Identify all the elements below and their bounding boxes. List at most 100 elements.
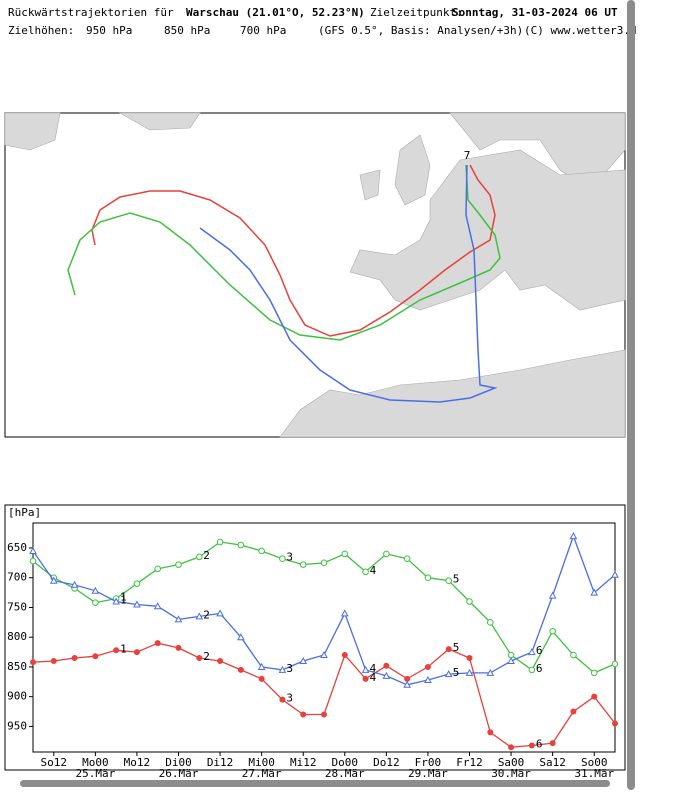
day-label: 3 <box>286 662 293 675</box>
point <box>507 656 515 664</box>
point <box>30 659 36 666</box>
date-label: 31.Mär <box>574 767 614 780</box>
point <box>465 668 474 676</box>
point <box>549 627 556 635</box>
y-tick-label: 950 <box>7 719 27 732</box>
land <box>359 169 381 201</box>
copyright: (C) www.wetter3.d <box>524 24 637 37</box>
point <box>113 647 120 654</box>
x-tick-label: Sa12 <box>539 756 566 769</box>
day-label: 1 <box>120 594 127 607</box>
y-tick-label: 900 <box>7 690 27 703</box>
y-axis-label: [hPa] <box>8 506 41 519</box>
point <box>195 612 204 620</box>
map <box>4 112 626 438</box>
point <box>362 568 369 576</box>
legend-entry: 700 hPa <box>240 24 286 37</box>
scrollbar-vertical[interactable] <box>627 0 635 790</box>
x-tick-label: Fr12 <box>456 756 483 769</box>
point <box>570 651 577 659</box>
point <box>133 649 140 656</box>
point <box>91 586 100 594</box>
date-label: 27.Mär <box>242 767 282 780</box>
point <box>569 532 578 540</box>
point <box>382 671 391 679</box>
point <box>445 646 452 653</box>
day-label: 1 <box>120 591 127 604</box>
point <box>153 602 162 610</box>
point <box>216 538 224 546</box>
point <box>320 651 328 659</box>
date-label: 29.Mär <box>408 767 448 780</box>
day-label: 5 <box>453 666 460 679</box>
point <box>466 655 473 662</box>
title: Rückwärtstrajektorien für <box>8 6 174 19</box>
point <box>611 660 619 668</box>
point <box>70 580 79 588</box>
point <box>279 555 286 562</box>
point <box>612 720 618 727</box>
y-tick-label: 750 <box>7 600 27 613</box>
point <box>403 680 411 688</box>
day-label: 6 <box>536 644 543 657</box>
trajectory-700 <box>199 164 498 403</box>
point <box>487 729 494 736</box>
point <box>341 550 349 558</box>
point <box>570 708 577 715</box>
point <box>175 644 182 651</box>
land <box>4 112 61 151</box>
plot-area <box>32 522 616 753</box>
point <box>279 696 286 703</box>
x-tick-label: So12 <box>41 756 68 769</box>
day-label: 6 <box>536 662 543 675</box>
y-tick-label: 650 <box>7 541 27 554</box>
point <box>50 657 57 664</box>
point <box>445 577 453 584</box>
land <box>394 134 431 206</box>
point <box>300 711 307 718</box>
point <box>528 648 536 656</box>
x-tick-label: Di00 <box>165 756 192 769</box>
point <box>175 561 182 568</box>
point <box>257 662 266 670</box>
day-label: 6 <box>536 737 543 750</box>
x-tick-label: Fr00 <box>415 756 442 769</box>
x-tick-label: Do00 <box>332 756 359 769</box>
point <box>486 619 494 626</box>
point <box>258 547 265 555</box>
point <box>591 693 598 700</box>
trajectories <box>67 164 501 403</box>
day-label: 2 <box>203 608 210 621</box>
date-label: 26.Mär <box>159 767 199 780</box>
levels-label: Zielhöhen: <box>8 24 74 37</box>
x-tick-label: Sa00 <box>498 756 525 769</box>
point <box>92 599 99 607</box>
y-tick-label: 700 <box>7 571 27 584</box>
point <box>361 665 370 673</box>
point <box>590 588 599 596</box>
point <box>320 559 328 567</box>
x-tick-label: Mo00 <box>82 756 109 769</box>
point <box>340 609 349 617</box>
legend-entry: 850 hPa <box>164 24 210 37</box>
land <box>349 149 626 311</box>
point <box>237 633 245 641</box>
place: Warschau (21.01°O, 52.23°N) <box>186 6 365 19</box>
series-line <box>32 534 616 686</box>
day-label: 4 <box>370 564 377 577</box>
chart-frame <box>4 504 626 771</box>
day-label: 2 <box>203 549 210 562</box>
point <box>321 711 327 718</box>
day-label: 5 <box>453 641 460 654</box>
point <box>528 742 535 749</box>
scrollbar-horizontal[interactable] <box>20 780 610 787</box>
point <box>196 655 203 662</box>
x-tick-label: Mi00 <box>248 756 275 769</box>
point <box>174 615 183 623</box>
point <box>133 580 141 587</box>
point <box>548 591 557 599</box>
point <box>590 669 598 677</box>
point <box>237 666 244 673</box>
point <box>29 546 37 554</box>
